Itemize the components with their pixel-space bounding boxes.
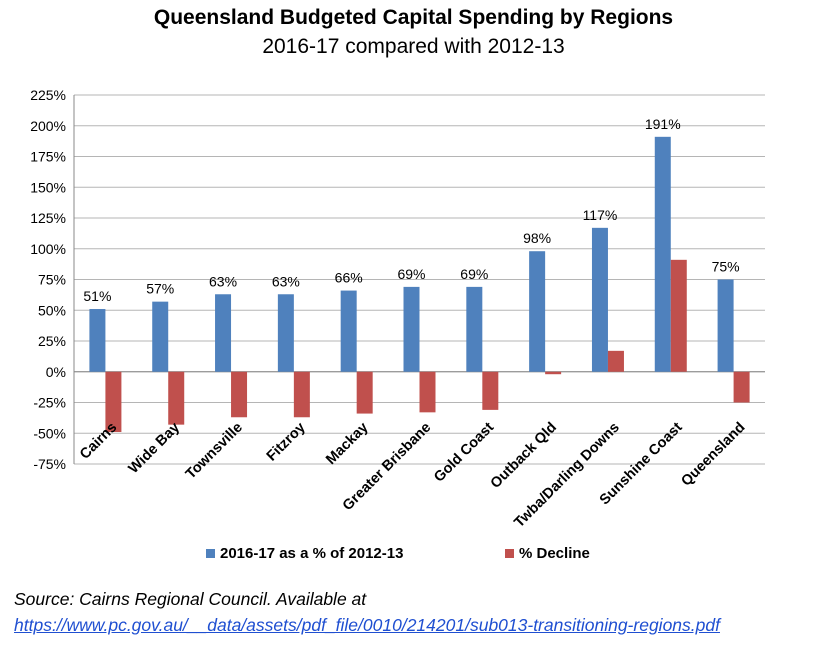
bar-series-1	[215, 294, 232, 372]
x-tick-label: Wide Bay	[126, 420, 183, 477]
data-label: 75%	[712, 259, 740, 275]
data-label: 66%	[335, 270, 363, 286]
y-tick-label: 175%	[30, 149, 66, 165]
data-label: 69%	[397, 266, 425, 282]
source-note: Source: Cairns Regional Council. Availab…	[14, 589, 367, 609]
bar-series-1	[529, 251, 546, 372]
x-tick-label: Twba/Darling Downs	[511, 420, 622, 531]
y-tick-label: 150%	[30, 179, 66, 195]
y-tick-label: -50%	[33, 425, 66, 441]
y-tick-label: 75%	[38, 272, 66, 288]
data-label: 98%	[523, 230, 551, 246]
data-label: 63%	[272, 273, 300, 289]
bar-series-1	[403, 286, 420, 372]
bar-series-1	[717, 279, 734, 372]
bar-series-1	[654, 136, 671, 372]
x-tick-label: Fitzroy	[264, 420, 309, 465]
y-tick-label: 100%	[30, 241, 66, 257]
bar-series-2	[105, 371, 122, 433]
data-label: 63%	[209, 273, 237, 289]
data-label: 191%	[645, 116, 681, 132]
source-link[interactable]: https://www.pc.gov.au/__data/assets/pdf_…	[14, 615, 720, 635]
data-label: 57%	[146, 281, 174, 297]
y-tick-label: 225%	[30, 87, 66, 103]
bar-series-2	[419, 371, 436, 413]
x-tick-label: Townsville	[183, 420, 246, 483]
bar-series-2	[733, 371, 750, 403]
y-tick-label: 50%	[38, 302, 66, 318]
y-tick-label: 25%	[38, 333, 66, 349]
legend-swatch-series-1	[206, 549, 215, 558]
bar-series-2	[168, 371, 185, 425]
bar-series-2	[482, 371, 499, 410]
bar-series-1	[591, 227, 608, 372]
legend-swatch-series-2	[505, 549, 514, 558]
legend-label-series-1: 2016-17 as a % of 2012-13	[220, 545, 403, 562]
x-tick-label: Cairns	[77, 420, 120, 463]
x-tick-label: Gold Coast	[431, 419, 497, 485]
bar-series-1	[277, 294, 294, 372]
data-label: 69%	[460, 266, 488, 282]
bar-series-2	[231, 371, 248, 418]
data-label: 117%	[583, 207, 618, 223]
bar-chart: -75% -50% -25% 0% 25% 50% 75% 100% 125% 150% 175% 2…	[30, 87, 765, 562]
data-label: 51%	[83, 288, 111, 304]
x-tick-label: Mackay	[323, 420, 371, 468]
chart-subtitle: 2016-17 compared with 2012-13	[262, 35, 565, 58]
bar-series-1	[89, 309, 106, 372]
bar-series-1	[466, 286, 483, 372]
bar-series-1	[340, 290, 357, 372]
y-tick-label: -25%	[33, 395, 66, 411]
x-tick-label: Queensland	[678, 420, 748, 490]
legend-label-series-2: % Decline	[519, 545, 590, 562]
y-tick-label: 200%	[30, 118, 66, 134]
bar-series-2	[293, 371, 310, 418]
bar-series-2	[356, 371, 373, 414]
bar-series-1	[152, 301, 169, 372]
y-tick-label: 125%	[30, 210, 66, 226]
bar-series-2	[545, 371, 562, 375]
y-tick-label: 0%	[46, 364, 66, 380]
y-tick-label: -75%	[33, 456, 66, 472]
bar-series-2	[670, 259, 687, 372]
chart-title: Queensland Budgeted Capital Spending by …	[153, 6, 674, 29]
bar-series-2	[607, 350, 624, 372]
